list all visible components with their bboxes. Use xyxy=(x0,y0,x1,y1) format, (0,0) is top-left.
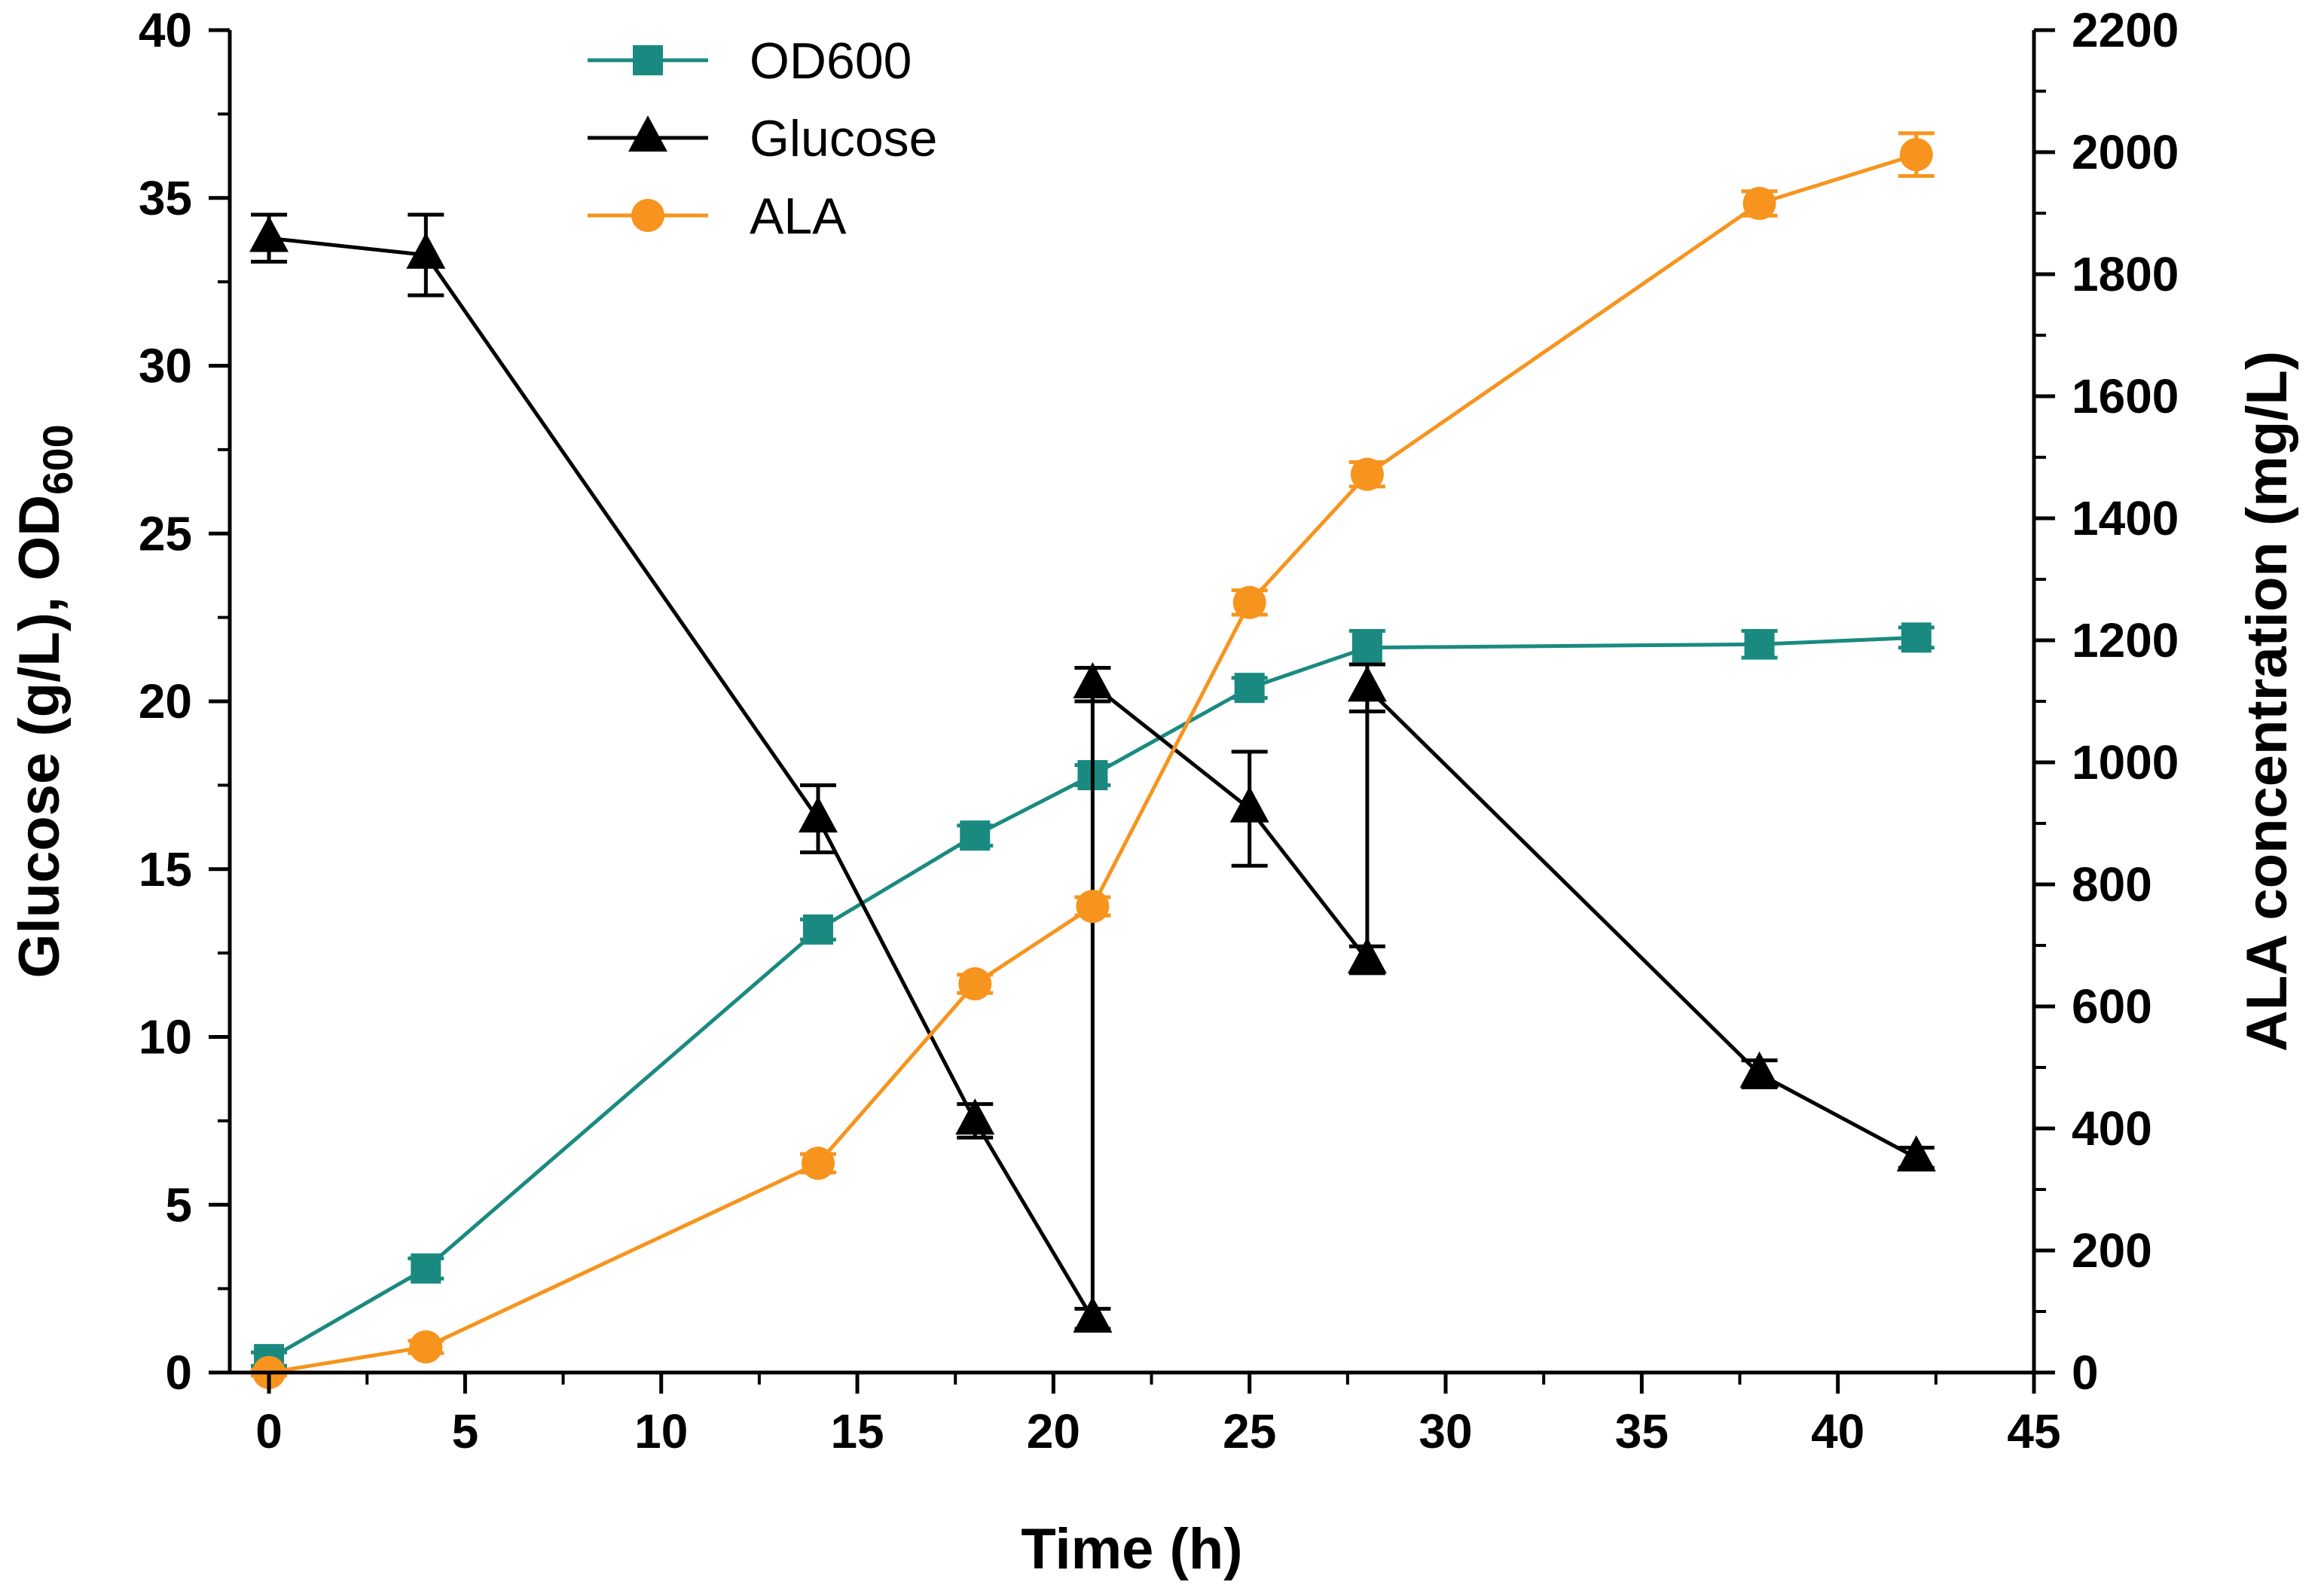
axes-layer: 0 5 10 15 20 25 30 35 40 450510152025303540020040… xyxy=(8,3,2299,1581)
glucose-point xyxy=(1347,665,1387,702)
y-left-tick-label: 15 xyxy=(139,842,192,896)
y-right-tick-label: 600 xyxy=(2072,979,2152,1034)
glucose-point xyxy=(1073,661,1113,698)
y-left-axis-title-subscript: 600 xyxy=(34,424,81,494)
y-right-tick-label: 1800 xyxy=(2072,247,2179,301)
y-left-tick-label: 25 xyxy=(139,506,192,560)
ala-point xyxy=(1232,585,1266,619)
legend: OD600 Glucose ALA xyxy=(588,32,937,245)
y-left-tick-label: 35 xyxy=(139,171,192,225)
y-right-tick-label: 1400 xyxy=(2072,491,2179,545)
y-right-tick-label: 1600 xyxy=(2072,369,2179,423)
legend-ala-label: ALA xyxy=(750,188,847,245)
legend-glucose-marker xyxy=(628,115,667,152)
glucose-point xyxy=(249,215,289,252)
legend-od600-marker xyxy=(633,45,663,75)
y-right-tick-label: 1200 xyxy=(2072,613,2179,667)
y-left-tick-label: 5 xyxy=(165,1177,192,1232)
glucose-point xyxy=(1229,786,1269,823)
x-tick-label: 15 xyxy=(830,1404,884,1458)
x-tick-label: 45 xyxy=(2007,1404,2060,1458)
y-right-tick-label: 1000 xyxy=(2072,735,2179,789)
x-axis-title: Time (h) xyxy=(1021,1517,1242,1581)
y-right-axis-title: ALA concentration (mg/L) xyxy=(2235,351,2299,1052)
glucose-point xyxy=(406,232,446,269)
y-right-tick-label: 0 xyxy=(2072,1345,2099,1400)
x-tick-label: 5 xyxy=(452,1404,479,1458)
glucose-point xyxy=(1739,1051,1779,1088)
legend-od600-label: OD600 xyxy=(750,32,912,90)
x-tick-label: 0 xyxy=(255,1404,282,1458)
x-tick-label: 20 xyxy=(1027,1404,1080,1458)
ala-point xyxy=(409,1330,443,1363)
y-left-axis-title-main: Glucose (g/L), OD xyxy=(8,495,72,979)
y-right-tick-label: 800 xyxy=(2072,857,2152,912)
y-right-tick-label: 200 xyxy=(2072,1223,2152,1278)
ala-point xyxy=(958,967,992,1001)
ala-point xyxy=(801,1147,835,1180)
x-tick-label: 30 xyxy=(1419,1404,1472,1458)
x-tick-label: 10 xyxy=(634,1404,688,1458)
glucose-series-line xyxy=(268,236,1917,1326)
x-tick-label: 35 xyxy=(1615,1404,1669,1458)
ala-point xyxy=(1899,138,1933,172)
x-tick-label: 40 xyxy=(1811,1404,1864,1458)
od600-point xyxy=(802,914,833,945)
plot-layer xyxy=(249,131,1936,1389)
glucose-point xyxy=(1073,1296,1113,1333)
glucose-point xyxy=(1347,937,1387,974)
od600-point xyxy=(1234,673,1265,704)
y-right-tick-label: 2200 xyxy=(2072,3,2179,57)
y-left-tick-label: 0 xyxy=(165,1345,192,1400)
legend-ala-marker xyxy=(631,199,664,232)
od600-point xyxy=(1901,622,1932,653)
x-tick-label: 25 xyxy=(1223,1404,1276,1458)
od600-point xyxy=(411,1253,441,1284)
y-right-tick-label: 2000 xyxy=(2072,125,2179,179)
y-left-tick-label: 20 xyxy=(139,674,192,728)
glucose-point xyxy=(955,1098,995,1135)
glucose-point xyxy=(1896,1135,1936,1172)
legend-glucose-label: Glucose xyxy=(750,110,937,167)
od600-point xyxy=(1744,629,1775,660)
y-left-tick-label: 30 xyxy=(139,339,192,393)
od600-point xyxy=(1351,632,1382,663)
ala-point xyxy=(1742,187,1776,221)
od600-point xyxy=(960,820,991,851)
ala-point xyxy=(1076,890,1110,924)
ala-point xyxy=(1350,457,1384,491)
glucose-point xyxy=(798,796,838,833)
y-right-tick-label: 400 xyxy=(2072,1101,2152,1156)
y-left-tick-label: 10 xyxy=(139,1010,192,1064)
y-left-axis-title: Glucose (g/L), OD600 xyxy=(8,424,81,978)
y-left-tick-label: 40 xyxy=(139,3,192,57)
